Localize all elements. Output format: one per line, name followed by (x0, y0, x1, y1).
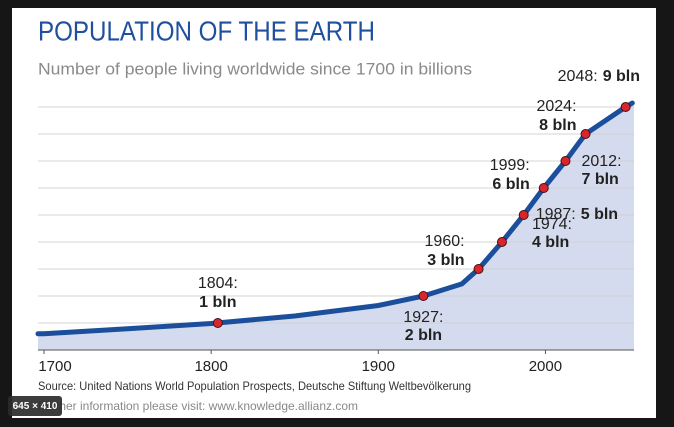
x-tick-label: 2000 (529, 358, 562, 375)
point-label-value: 8 bln (539, 117, 576, 134)
point (212, 318, 223, 329)
point-label-year: 1927: (403, 309, 443, 326)
point (620, 102, 631, 113)
point-label-value: 6 bln (492, 176, 529, 193)
point-label-value: 7 bln (581, 171, 618, 188)
line (35, 100, 635, 337)
size-badge (8, 396, 62, 416)
x-tick-label: 1700 (38, 358, 71, 375)
point-label: 1987: 5 bln (536, 206, 618, 223)
point-label-year: 1960: (425, 233, 465, 250)
point-label-value: 5 bln (581, 206, 618, 223)
point (518, 210, 529, 221)
point-label-value: 3 bln (427, 252, 464, 269)
source: Source: United Nations World Population … (38, 379, 471, 393)
point-label-value: 1 bln (199, 294, 236, 311)
point-label-year: 1974: (532, 216, 572, 233)
point-label-year: 2024: (536, 98, 576, 115)
note: Further information please visit: www.kn… (38, 399, 358, 413)
point-label: 2048: 9 bln (558, 68, 640, 85)
point-label-value: 4 bln (532, 234, 569, 251)
point-label-value: 2 bln (405, 327, 442, 344)
area (38, 103, 634, 350)
point (580, 129, 591, 140)
point (496, 237, 507, 248)
point (560, 156, 571, 167)
point-label-year: 1804: (198, 275, 238, 292)
size-badge-text: 645 × 410 (13, 401, 58, 412)
point (418, 291, 429, 302)
x-tick-label: 1900 (362, 358, 395, 375)
point-label-year: 2048: (558, 68, 598, 85)
chart-subtitle: Number of people living worldwide since … (38, 59, 472, 78)
point-label-year: 1999: (490, 157, 530, 174)
chart-title: POPULATION OF THE EARTH (38, 15, 375, 46)
plot: 1700 1800 1900 2000 1804: 1 bln 1927:2 bln 1960… (35, 68, 640, 375)
point (473, 264, 484, 275)
point-label-year: 2012: (581, 153, 621, 170)
point-label-value: 9 bln (603, 68, 640, 85)
x-tick-label: 1800 (194, 358, 227, 375)
point (538, 183, 549, 194)
point-label-year: 1987: (536, 206, 576, 223)
